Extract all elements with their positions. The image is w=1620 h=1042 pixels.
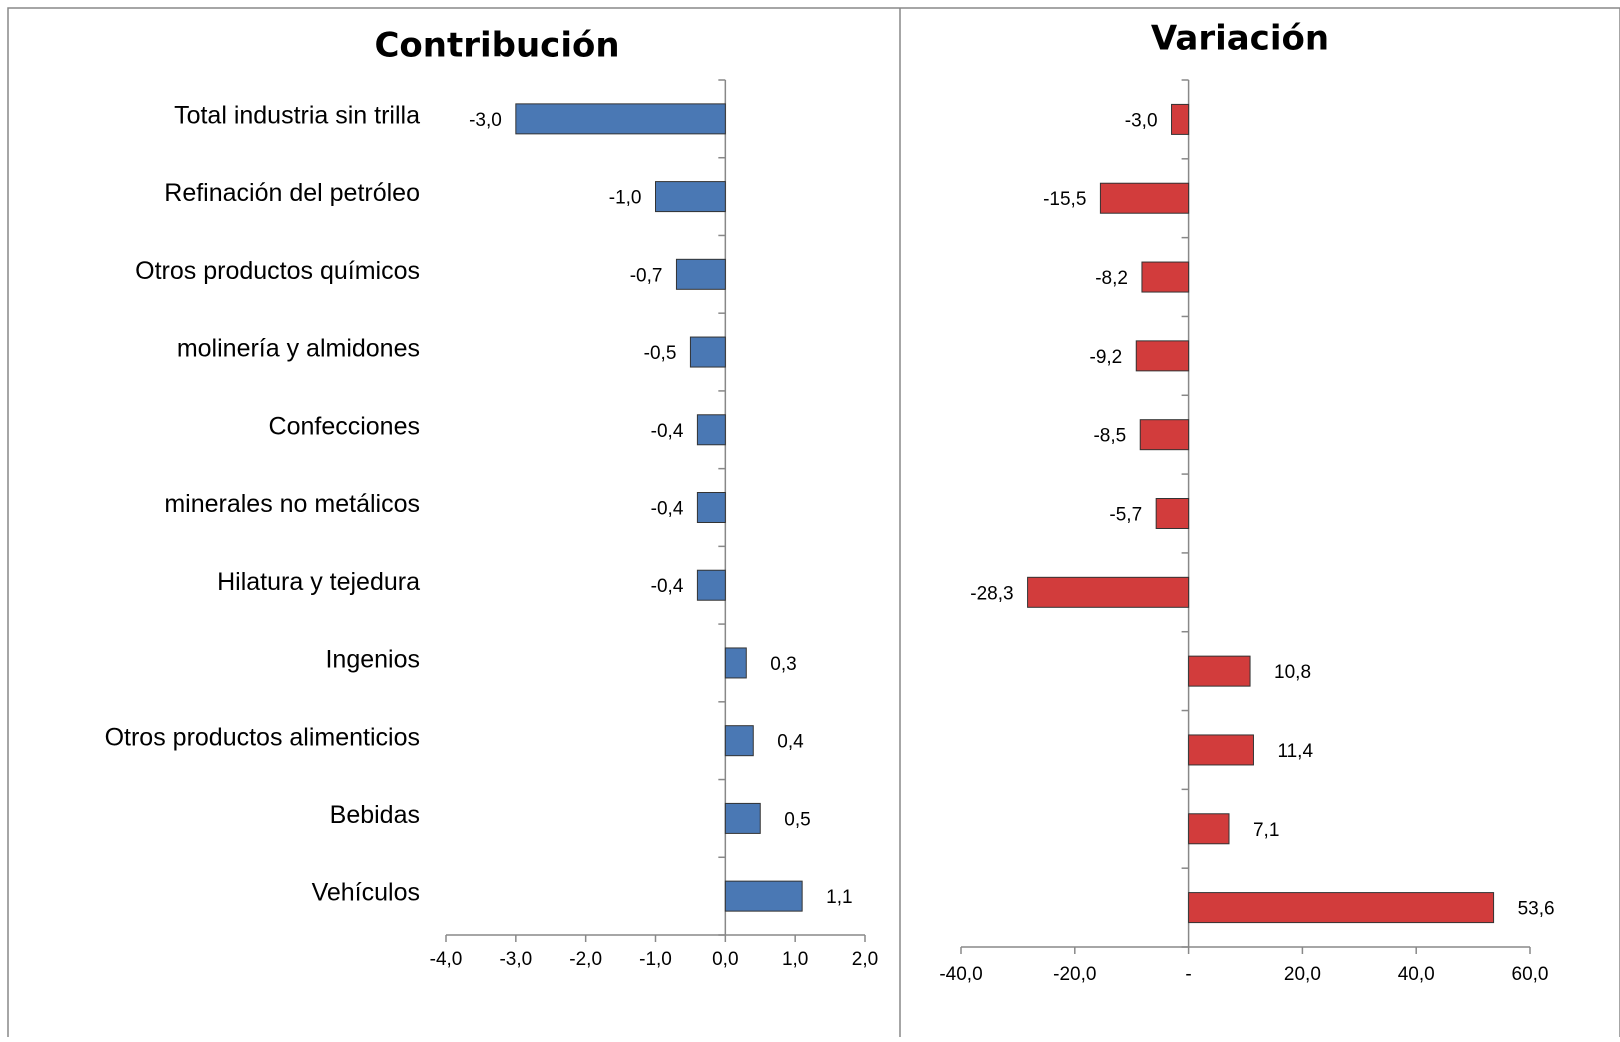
category-label: Total industria sin trilla	[174, 101, 420, 129]
bar	[689, 336, 726, 368]
bar	[696, 569, 726, 601]
frame	[7, 7, 1620, 1042]
x-tick-label: -20,0	[1053, 964, 1096, 985]
x-tick-label: 0,0	[712, 949, 738, 970]
value-label: -3,0	[469, 110, 502, 131]
value-label: -28,3	[970, 583, 1013, 604]
category-label: Refinación del petróleo	[164, 179, 420, 207]
category-label: Hilatura y tejedura	[217, 568, 420, 596]
bar	[1155, 498, 1190, 529]
bar	[515, 103, 726, 135]
category-label: Vehículos	[312, 879, 420, 907]
value-label: -3,0	[1125, 110, 1158, 131]
bar	[1139, 419, 1190, 451]
x-tick-label: 2,0	[852, 949, 878, 970]
x-tick-label: 20,0	[1284, 964, 1321, 985]
bar	[724, 880, 803, 912]
x-tick-label: -	[1185, 964, 1191, 985]
value-label: 1,1	[826, 887, 852, 908]
value-label: -8,5	[1093, 426, 1126, 447]
value-label: -5,7	[1109, 505, 1142, 526]
value-label: -0,4	[651, 421, 684, 442]
category-label: Confecciones	[269, 412, 420, 440]
value-label: 0,4	[777, 732, 804, 753]
x-tick-label: 1,0	[782, 949, 808, 970]
category-label: Bebidas	[330, 801, 420, 829]
bar	[696, 492, 726, 523]
bar	[675, 258, 726, 290]
category-label: Ingenios	[325, 646, 420, 674]
x-tick-label: 40,0	[1398, 964, 1435, 985]
bar	[1171, 103, 1190, 135]
bar	[1188, 655, 1251, 687]
bar	[724, 725, 754, 757]
chart-title: Contribución	[374, 26, 619, 66]
category-label: Otros productos químicos	[135, 257, 420, 285]
bar	[724, 802, 761, 834]
value-label: 53,6	[1518, 899, 1555, 920]
category-label: minerales no metálicos	[164, 490, 420, 518]
bar	[655, 181, 726, 213]
chart-title: Variación	[1151, 19, 1329, 59]
bar	[696, 414, 726, 446]
bar	[1188, 892, 1495, 924]
x-tick-label: 60,0	[1512, 964, 1549, 985]
bar	[1188, 813, 1230, 845]
value-label: -0,5	[644, 343, 677, 364]
bar	[1135, 340, 1190, 372]
value-label: -9,2	[1090, 347, 1123, 368]
value-label: 10,8	[1274, 662, 1311, 683]
x-tick-label: -1,0	[639, 949, 672, 970]
category-label: Otros productos alimenticios	[105, 723, 420, 751]
bar	[1188, 734, 1254, 766]
value-label: 7,1	[1253, 820, 1279, 841]
value-label: 0,3	[770, 654, 796, 675]
value-label: -8,2	[1095, 268, 1128, 289]
x-tick-label: -40,0	[939, 964, 982, 985]
bar	[724, 647, 747, 679]
x-tick-label: -3,0	[499, 949, 532, 970]
bar	[1099, 182, 1190, 214]
category-label: molinería y almidones	[177, 335, 420, 363]
value-label: 0,5	[784, 809, 810, 830]
value-label: -1,0	[609, 188, 642, 209]
value-label: -0,4	[651, 499, 684, 520]
x-tick-label: -4,0	[430, 949, 463, 970]
value-label: -15,5	[1043, 189, 1086, 210]
x-tick-label: -2,0	[569, 949, 602, 970]
value-label: -0,4	[651, 576, 684, 597]
bar	[1027, 576, 1190, 608]
bar	[1141, 261, 1190, 293]
value-label: 11,4	[1277, 741, 1313, 762]
value-label: -0,7	[630, 265, 663, 286]
